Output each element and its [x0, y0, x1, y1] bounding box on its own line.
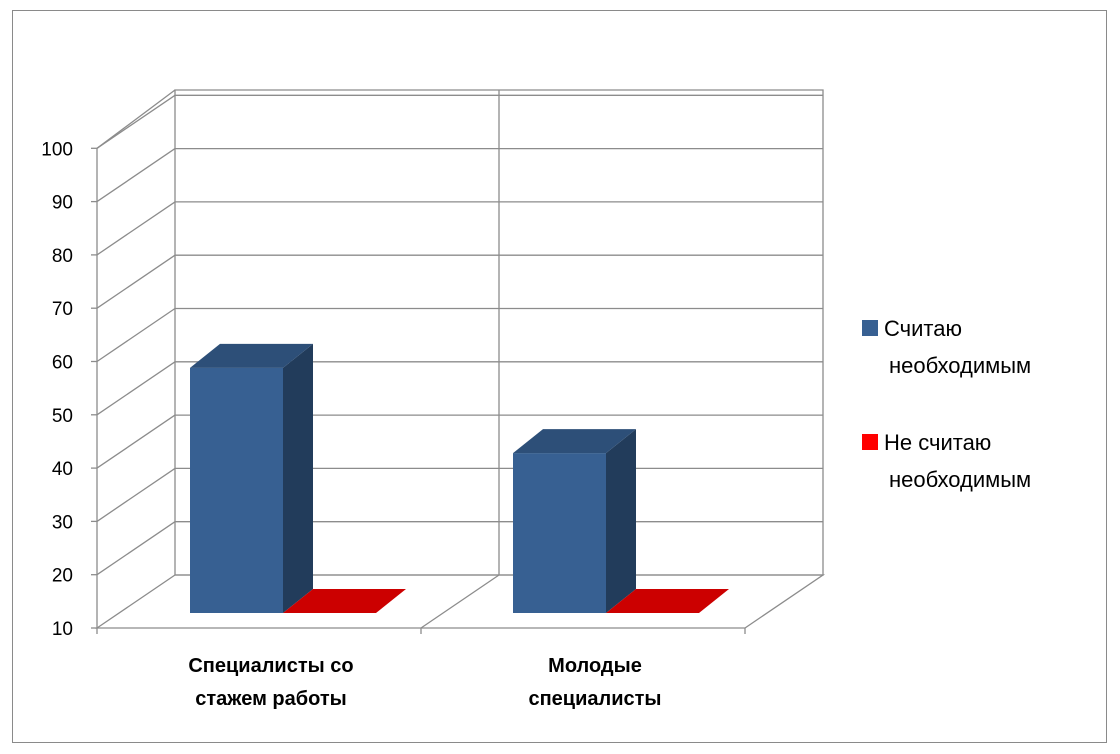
axes	[91, 90, 746, 634]
bar-top	[283, 589, 406, 613]
bar-side	[606, 429, 636, 613]
gridline-side	[96, 94, 176, 149]
category-divider-floor	[420, 574, 500, 629]
y-tick-label: 70	[52, 299, 73, 320]
legend-label: Считаю	[884, 316, 962, 341]
legend: Считаю необходимым Не считаю необходимым	[862, 316, 1031, 492]
bar-1-1	[606, 589, 729, 613]
y-tick-label: 50	[52, 406, 73, 427]
y-tick-label: 20	[52, 566, 73, 587]
gridline-side	[96, 521, 176, 576]
side-wall-edge	[96, 89, 176, 149]
floor	[94, 574, 826, 629]
gridline-side	[96, 254, 176, 309]
gridline-side	[96, 307, 176, 363]
legend-label: Не считаю	[884, 430, 991, 455]
gridline-side	[96, 361, 176, 416]
y-tick-label: 40	[52, 459, 73, 480]
bar-front	[513, 453, 606, 613]
chart-walls	[94, 89, 826, 629]
y-tick-label: 30	[52, 512, 73, 533]
bar-0-0	[190, 343, 313, 613]
y-tick-label: 100	[41, 139, 73, 160]
category-label: Специалисты со	[188, 655, 353, 677]
gridline-side	[96, 201, 176, 256]
y-tick-label: 10	[52, 619, 73, 640]
gridline-side	[96, 414, 176, 469]
legend-label: необходимым	[889, 467, 1031, 492]
bar-1-0	[513, 429, 636, 613]
bar-top	[190, 343, 313, 368]
category-label: специалисты	[528, 688, 661, 710]
y-tick-label: 90	[52, 193, 73, 214]
bar-side	[283, 343, 313, 613]
labels: 10 20 30 40 50 60 70 80 90 100 Специалисты со стаже…	[41, 139, 661, 710]
legend-swatch	[862, 434, 878, 450]
bar-top	[606, 589, 729, 613]
gridline-side	[96, 148, 176, 203]
bar-front	[190, 367, 283, 613]
bar-0-1	[283, 589, 406, 613]
bar-top	[513, 429, 636, 454]
gridline-side	[96, 467, 176, 522]
category-label: стажем работы	[195, 688, 346, 710]
y-tick-label: 80	[52, 246, 73, 267]
legend-label: необходимым	[889, 353, 1031, 378]
y-tick-label: 60	[52, 353, 73, 374]
bars	[190, 343, 729, 613]
category-label: Молодые	[548, 655, 642, 677]
legend-swatch	[862, 320, 878, 336]
